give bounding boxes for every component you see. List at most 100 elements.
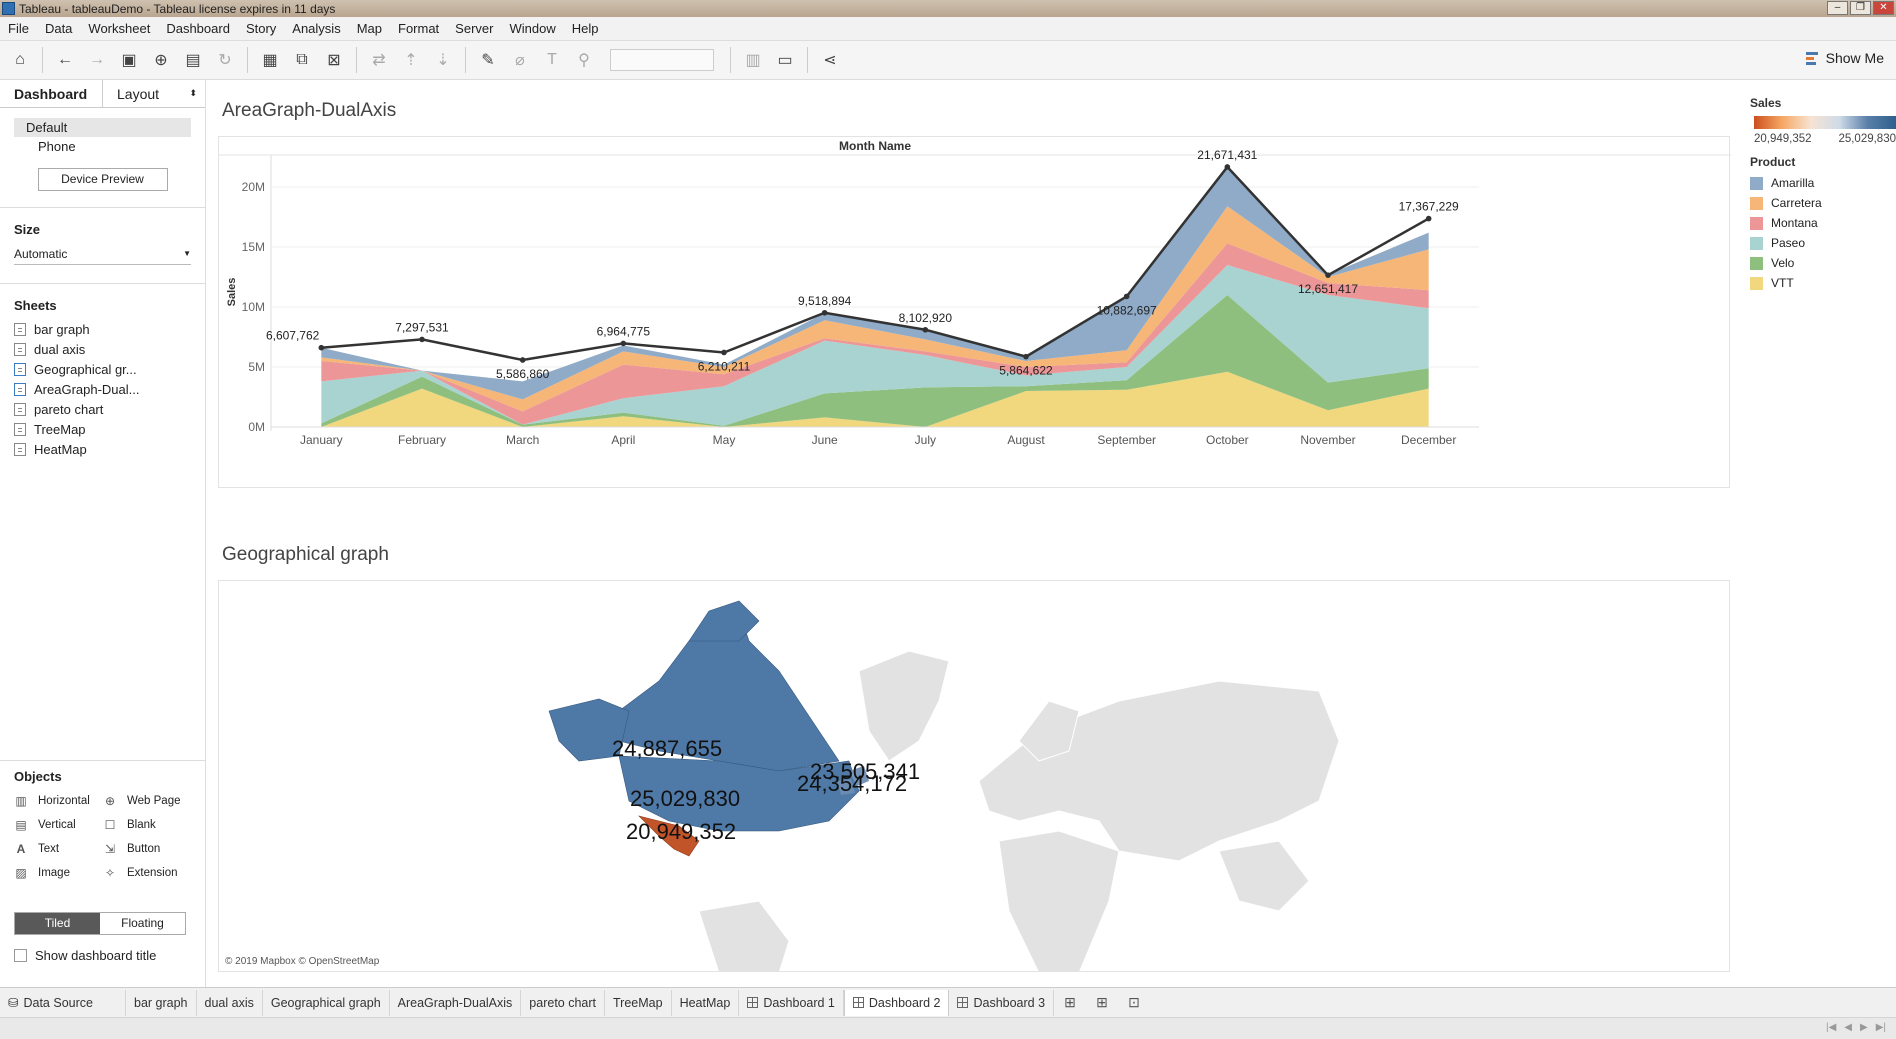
refresh-icon[interactable]: ↻ xyxy=(218,52,232,69)
menu-dashboard[interactable]: Dashboard xyxy=(166,21,230,36)
legend-item-montana[interactable]: Montana xyxy=(1746,213,1896,233)
x-tick-label: July xyxy=(915,433,936,447)
menu-story[interactable]: Story xyxy=(245,21,277,36)
sheet-item-heatmap[interactable]: HeatMap xyxy=(0,439,205,459)
y-tick-label: 10M xyxy=(242,300,265,314)
tab-bar-graph[interactable]: bar graph xyxy=(126,989,197,1016)
menu-server[interactable]: Server xyxy=(455,21,494,36)
map-label-france: 24,354,172 xyxy=(797,771,908,796)
menu-window[interactable]: Window xyxy=(509,21,556,36)
restore-icon[interactable]: ❐ xyxy=(1850,1,1871,15)
first-page-icon[interactable]: |◀ xyxy=(1826,1022,1837,1033)
size-dropdown[interactable]: Automatic ▼ xyxy=(14,243,191,265)
sheet-item-dual-axis[interactable]: dual axis xyxy=(0,339,205,359)
menu-format[interactable]: Format xyxy=(398,21,440,36)
sheet-item-treemap[interactable]: TreeMap xyxy=(0,419,205,439)
sheet-item-label: AreaGraph-Dual... xyxy=(34,381,140,397)
legend-item-vtt[interactable]: VTT xyxy=(1746,273,1896,293)
sort-descending-icon[interactable]: ⇣ xyxy=(436,52,450,69)
tab-heatmap[interactable]: HeatMap xyxy=(672,989,740,1016)
prev-page-icon[interactable]: ◀ xyxy=(1844,1022,1852,1033)
save-icon[interactable]: ▣ xyxy=(121,52,137,69)
object-button[interactable]: ⇲ Button xyxy=(103,840,192,858)
map-zone[interactable]: 24,887,655 25,029,830 20,949,352 23,505,… xyxy=(218,580,1730,972)
tab-data-source[interactable]: ⛁ Data Source xyxy=(0,989,126,1016)
object-vertical[interactable]: ▤ Vertical xyxy=(14,816,103,834)
tab-treemap[interactable]: TreeMap xyxy=(605,989,672,1016)
map-label-canada: 24,887,655 xyxy=(612,736,723,761)
floating-button[interactable]: Floating xyxy=(121,916,164,930)
data-label: 17,367,229 xyxy=(1399,200,1459,214)
fit-dropdown[interactable] xyxy=(610,49,714,71)
tab-geographical-graph[interactable]: Geographical graph xyxy=(263,989,390,1016)
area-series-montana xyxy=(321,243,1429,425)
menu-help[interactable]: Help xyxy=(571,21,599,36)
tab-dashboard[interactable]: Dashboard xyxy=(0,80,103,107)
tab-areagraph-dualaxis[interactable]: AreaGraph-DualAxis xyxy=(390,989,522,1016)
legend-item-carretera[interactable]: Carretera xyxy=(1746,193,1896,213)
share-icon[interactable]: ⋖ xyxy=(823,52,837,69)
presentation-mode-icon[interactable]: ▭ xyxy=(777,52,793,69)
legend-label: VTT xyxy=(1771,276,1794,290)
new-story-tab-icon[interactable]: ⊡ xyxy=(1128,994,1140,1010)
menu-file[interactable]: File xyxy=(8,21,29,36)
tab-dual-axis[interactable]: dual axis xyxy=(197,989,263,1016)
tab-dashboard-3[interactable]: Dashboard 3 xyxy=(949,989,1055,1016)
clear-sheet-icon[interactable]: ⊠ xyxy=(327,52,341,69)
group-members-icon[interactable]: ⌀ xyxy=(515,52,525,69)
menu-analysis[interactable]: Analysis xyxy=(292,21,341,36)
new-dashboard-tab-icon[interactable]: ⊞ xyxy=(1096,994,1108,1010)
new-data-source-icon[interactable]: ⊕ xyxy=(154,52,168,69)
worksheet-used-icon xyxy=(14,382,26,396)
sales-color-ramp[interactable] xyxy=(1754,116,1896,129)
show-dashboard-title-checkbox[interactable]: Show dashboard title xyxy=(14,948,156,963)
minimize-icon[interactable]: – xyxy=(1827,1,1848,15)
object-horizontal[interactable]: ▥ Horizontal xyxy=(14,792,103,810)
tab-dashboard-1[interactable]: Dashboard 1 xyxy=(739,989,844,1016)
sheet-item-pareto[interactable]: pareto chart xyxy=(0,399,205,419)
next-page-icon[interactable]: ▶ xyxy=(1860,1022,1868,1033)
tiled-button[interactable]: Tiled xyxy=(15,913,100,934)
object-blank[interactable]: ☐ Blank xyxy=(103,816,192,834)
tab-layout[interactable]: Layout ⬍ xyxy=(103,80,205,107)
tab-dashboard-2[interactable]: Dashboard 2 xyxy=(843,989,950,1016)
object-image[interactable]: ▨ Image xyxy=(14,864,103,882)
show-mark-labels-icon[interactable]: T xyxy=(547,51,557,68)
y-axis-title: Sales xyxy=(226,278,238,307)
sheet-item-areagraph[interactable]: AreaGraph-Dual... xyxy=(0,379,205,399)
show-cards-icon[interactable]: ▥ xyxy=(745,52,761,69)
show-me-button[interactable]: Show Me xyxy=(1805,50,1884,66)
legend-item-amarilla[interactable]: Amarilla xyxy=(1746,173,1896,193)
device-phone[interactable]: Phone xyxy=(38,139,76,154)
fix-axes-icon[interactable]: ⚲ xyxy=(578,52,590,69)
highlight-icon[interactable]: ✎ xyxy=(481,52,495,69)
area-chart-zone[interactable]: Month Name 0M 5M 10M 15M 20M Sales 6,607,762 7,2… xyxy=(218,136,1731,488)
swap-rows-columns-icon[interactable]: ⇄ xyxy=(372,52,386,69)
redo-icon[interactable]: → xyxy=(89,51,105,68)
pause-updates-icon[interactable]: ▤ xyxy=(185,52,201,69)
menu-map[interactable]: Map xyxy=(356,21,382,36)
home-icon[interactable]: ⌂ xyxy=(15,51,25,68)
device-preview-button[interactable]: Device Preview xyxy=(37,168,168,191)
new-worksheet-tab-icon[interactable]: ⊞ xyxy=(1064,994,1076,1010)
menu-worksheet[interactable]: Worksheet xyxy=(88,21,151,36)
close-icon[interactable]: ✕ xyxy=(1873,1,1894,15)
sheet-item-geographical[interactable]: Geographical gr... xyxy=(0,359,205,379)
last-page-icon[interactable]: ▶| xyxy=(1875,1022,1886,1033)
undo-icon[interactable]: ← xyxy=(57,51,73,68)
panel-tabs: Dashboard Layout ⬍ xyxy=(0,80,205,108)
new-worksheet-icon[interactable]: ▦ xyxy=(262,52,278,69)
object-text[interactable]: A Text xyxy=(14,840,103,858)
duplicate-sheet-icon[interactable]: ⧉ xyxy=(296,51,308,68)
sort-ascending-icon[interactable]: ⇡ xyxy=(404,52,418,69)
legend-item-paseo[interactable]: Paseo xyxy=(1746,233,1896,253)
legend-swatch xyxy=(1750,176,1763,190)
legend-item-velo[interactable]: Velo xyxy=(1746,253,1896,273)
object-web-page[interactable]: ⊕ Web Page xyxy=(103,792,192,810)
menu-data[interactable]: Data xyxy=(44,21,73,36)
tab-pareto-chart[interactable]: pareto chart xyxy=(521,989,606,1016)
device-default[interactable]: Default xyxy=(14,118,191,137)
object-extension[interactable]: ✧ Extension xyxy=(103,864,192,882)
worksheet-icon xyxy=(14,442,26,456)
sheet-item-bar-graph[interactable]: bar graph xyxy=(0,319,205,339)
